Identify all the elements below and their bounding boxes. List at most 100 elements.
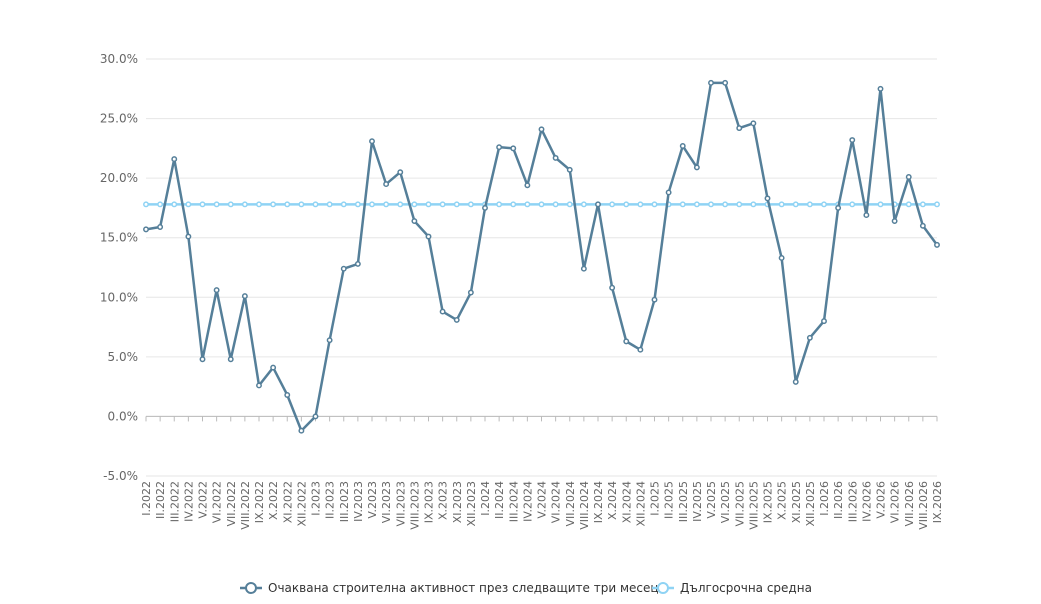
data-point[interactable] — [764, 195, 771, 202]
data-point[interactable] — [270, 201, 277, 208]
data-point[interactable] — [580, 265, 587, 272]
data-point[interactable] — [227, 201, 234, 208]
data-point[interactable] — [849, 201, 856, 208]
data-point[interactable] — [397, 201, 404, 208]
data-point[interactable] — [849, 137, 856, 143]
data-point[interactable] — [411, 218, 418, 224]
data-point[interactable] — [157, 201, 164, 208]
data-point[interactable] — [566, 201, 573, 208]
data-point[interactable] — [792, 201, 799, 208]
data-point[interactable] — [934, 201, 940, 208]
data-point[interactable] — [425, 201, 432, 208]
data-point[interactable] — [369, 138, 375, 145]
data-point[interactable] — [693, 201, 700, 208]
data-point[interactable] — [354, 201, 361, 208]
data-point[interactable] — [213, 201, 220, 208]
data-point[interactable] — [609, 201, 616, 208]
data-point[interactable] — [143, 201, 149, 208]
data-point[interactable] — [453, 201, 460, 208]
data-point[interactable] — [736, 201, 743, 208]
data-point[interactable] — [326, 201, 333, 208]
data-point[interactable] — [439, 201, 446, 208]
data-point[interactable] — [425, 233, 432, 240]
data-point[interactable] — [326, 337, 333, 344]
data-point[interactable] — [566, 166, 573, 173]
data-point[interactable] — [467, 201, 474, 208]
data-point[interactable] — [863, 212, 870, 219]
data-point[interactable] — [340, 201, 347, 208]
data-point[interactable] — [284, 392, 291, 398]
data-point[interactable] — [510, 201, 517, 208]
legend-item-long-term-average[interactable]: Дългосрочна средна — [652, 581, 812, 595]
data-point[interactable] — [467, 289, 474, 296]
legend[interactable]: Очаквана строителна активност през следв… — [240, 581, 812, 595]
data-point[interactable] — [496, 201, 503, 208]
data-point[interactable] — [708, 201, 714, 208]
data-point[interactable] — [877, 85, 884, 92]
data-point[interactable] — [919, 222, 926, 229]
data-point[interactable] — [270, 364, 277, 371]
data-point[interactable] — [171, 201, 178, 208]
data-point[interactable] — [806, 334, 813, 341]
data-point[interactable] — [227, 356, 234, 363]
data-point[interactable] — [439, 308, 446, 315]
data-point[interactable] — [792, 378, 799, 385]
data-point[interactable] — [298, 427, 305, 434]
data-point[interactable] — [835, 204, 842, 211]
data-point[interactable] — [312, 201, 319, 208]
data-point[interactable] — [241, 201, 248, 208]
data-point[interactable] — [284, 201, 291, 208]
data-point[interactable] — [778, 255, 785, 261]
data-point[interactable] — [383, 181, 390, 188]
data-point[interactable] — [736, 125, 743, 132]
data-point[interactable] — [256, 382, 262, 389]
data-point[interactable] — [241, 293, 248, 300]
data-point[interactable] — [496, 144, 503, 151]
data-point[interactable] — [877, 201, 884, 208]
data-point[interactable] — [722, 79, 729, 86]
data-point[interactable] — [778, 201, 785, 208]
data-point[interactable] — [185, 233, 192, 240]
data-point[interactable] — [171, 156, 178, 163]
data-point[interactable] — [934, 241, 940, 248]
data-point[interactable] — [482, 204, 488, 211]
data-point[interactable] — [354, 260, 361, 267]
data-point[interactable] — [383, 201, 390, 208]
data-point[interactable] — [185, 201, 192, 208]
data-point[interactable] — [919, 201, 926, 208]
data-point[interactable] — [679, 201, 686, 208]
data-point[interactable] — [637, 201, 644, 208]
data-point[interactable] — [905, 174, 912, 180]
data-point[interactable] — [580, 201, 587, 208]
data-point[interactable] — [199, 201, 206, 208]
data-point[interactable] — [609, 284, 616, 291]
data-point[interactable] — [256, 201, 262, 208]
data-point[interactable] — [453, 316, 460, 323]
data-point[interactable] — [708, 79, 714, 86]
data-point[interactable] — [750, 120, 757, 127]
data-point[interactable] — [651, 201, 658, 208]
data-point[interactable] — [595, 201, 601, 208]
data-point[interactable] — [750, 201, 757, 208]
data-point[interactable] — [552, 154, 559, 161]
data-point[interactable] — [538, 201, 545, 208]
data-point[interactable] — [637, 346, 644, 353]
data-point[interactable] — [524, 201, 531, 208]
data-point[interactable] — [199, 356, 206, 363]
data-point[interactable] — [623, 201, 630, 208]
data-point[interactable] — [524, 182, 531, 189]
data-point[interactable] — [298, 201, 305, 208]
data-point[interactable] — [722, 201, 729, 208]
data-point[interactable] — [369, 201, 375, 208]
data-point[interactable] — [623, 338, 630, 345]
data-point[interactable] — [397, 169, 404, 176]
data-point[interactable] — [693, 164, 700, 171]
data-point[interactable] — [340, 265, 347, 272]
data-point[interactable] — [510, 145, 517, 152]
data-point[interactable] — [891, 218, 898, 224]
data-point[interactable] — [651, 296, 658, 303]
data-point[interactable] — [312, 413, 319, 420]
data-point[interactable] — [806, 201, 813, 208]
data-point[interactable] — [157, 224, 164, 230]
data-point[interactable] — [143, 226, 149, 233]
